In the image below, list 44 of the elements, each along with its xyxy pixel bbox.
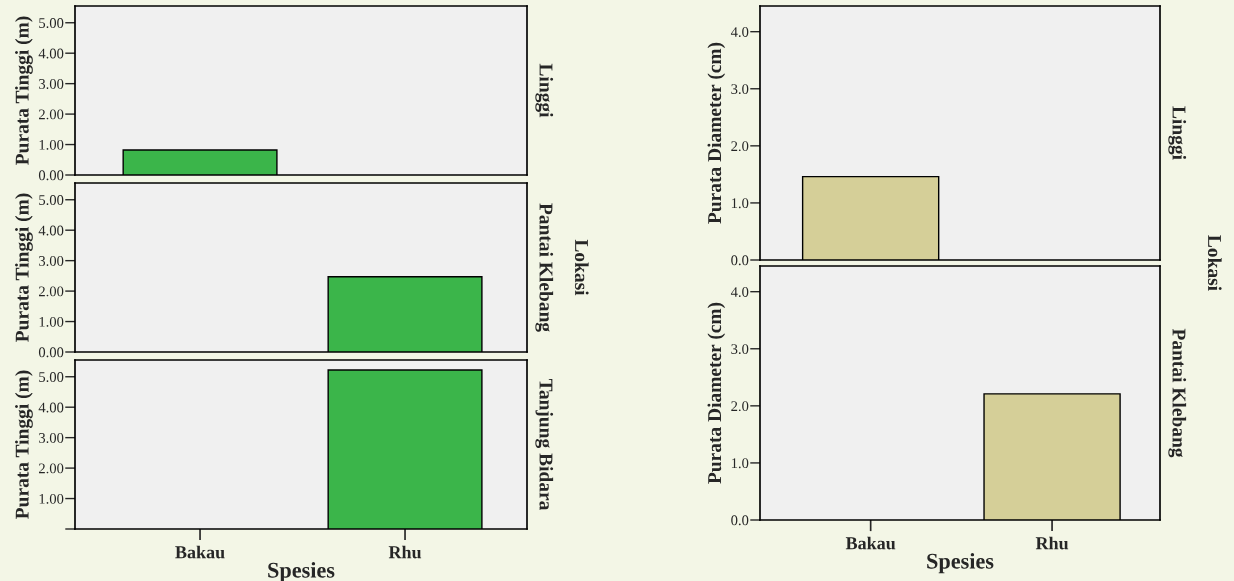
- y-tick-label: 5.00: [39, 18, 64, 29]
- text: Linggi: [1168, 106, 1187, 160]
- x-tick-label: Rhu: [388, 545, 422, 559]
- y-tick-label: 2.00: [39, 286, 64, 297]
- y-tick-label: 4.0: [730, 27, 749, 37]
- x-tick-label: Bakau: [175, 545, 225, 559]
- y-tick-label: 0.0: [731, 515, 749, 526]
- y-axis-title: Purata Diameter (cm): [707, 42, 726, 224]
- y-tick-label: 2.00: [39, 463, 64, 474]
- y-tick-label: 4.00: [38, 48, 64, 59]
- x-tick-label: Bakau: [845, 536, 896, 550]
- text: Pantai Klebang: [535, 203, 554, 332]
- y-tick-label: 0.00: [38, 170, 64, 181]
- y-tick-label: 2.00: [39, 109, 64, 120]
- y-tick-label: 3.0: [731, 344, 749, 355]
- y-tick-label: 3.00: [39, 256, 64, 266]
- y-axis-title: Purata Tinggi (m): [15, 370, 33, 519]
- y-axis-title: Purata Tinggi (m): [15, 193, 33, 342]
- y-tick-label: 1.0: [731, 458, 749, 469]
- y-axis-title: Purata Tinggi (m): [15, 16, 33, 165]
- y-tick-label: 2.0: [731, 401, 749, 412]
- y-tick-label: 1.00: [39, 139, 64, 150]
- y-axis-title: Purata Diameter (cm): [707, 302, 726, 484]
- text: Lokasi: [1207, 235, 1222, 291]
- x-axis-title: Spesies: [927, 553, 994, 574]
- y-tick-label: 3.0: [731, 84, 749, 95]
- text: Tanjung Bidara: [535, 378, 554, 511]
- y-tick-label: 1.00: [39, 316, 64, 327]
- y-tick-label: 2.0: [731, 141, 749, 152]
- y-tick-label: 0.00: [38, 347, 64, 358]
- y-tick-label: 3.00: [39, 79, 64, 89]
- text: Lokasi: [574, 239, 589, 296]
- y-tick-label: 1.0: [731, 198, 749, 209]
- y-tick-label: 0.0: [731, 255, 749, 266]
- y-tick-label: 4.00: [38, 402, 64, 413]
- y-tick-label: 5.00: [39, 195, 64, 206]
- y-tick-label: 3.00: [39, 433, 64, 443]
- y-tick-label: 1.00: [39, 493, 64, 504]
- text: Linggi: [535, 63, 554, 118]
- x-tick-label: Rhu: [1035, 536, 1069, 550]
- text: Pantai Klebang: [1168, 328, 1187, 458]
- y-tick-label: 4.0: [730, 287, 749, 297]
- y-tick-label: 5.00: [39, 372, 64, 383]
- y-tick-label: 4.00: [38, 225, 64, 236]
